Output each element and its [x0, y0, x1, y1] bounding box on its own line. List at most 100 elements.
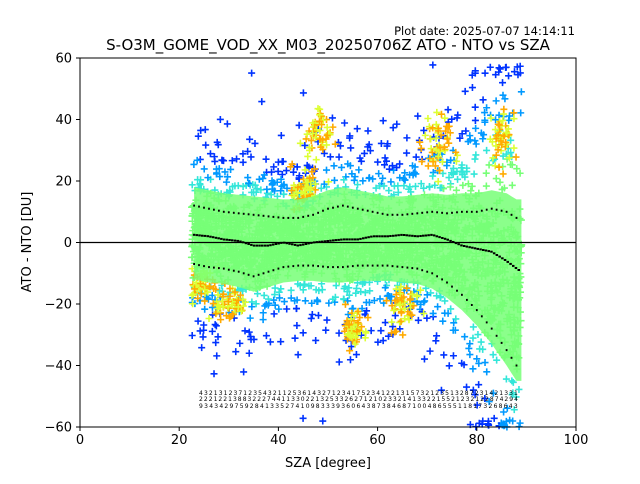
- upper-percentile-line-marker: [431, 210, 434, 213]
- data-point: [452, 186, 460, 194]
- data-point: [495, 121, 503, 129]
- lower-percentile-line-marker: [421, 269, 424, 272]
- data-point: [495, 68, 503, 76]
- data-point: [393, 164, 401, 172]
- data-point: [499, 170, 507, 178]
- data-point: [503, 128, 511, 136]
- data-point: [463, 164, 471, 172]
- data-point: [218, 156, 226, 164]
- data-point: [354, 181, 362, 189]
- data-point: [495, 111, 503, 119]
- data-point: [365, 141, 373, 149]
- data-point: [304, 152, 312, 160]
- data-point: [306, 174, 314, 182]
- lower-percentile-line-marker: [342, 266, 344, 269]
- data-point: [359, 280, 367, 288]
- upper-percentile-line-marker: [505, 210, 508, 213]
- bin-count-digit: 3: [440, 390, 444, 397]
- median-line-marker: [192, 233, 196, 236]
- data-point: [193, 156, 201, 164]
- bin-count-digit: 2: [386, 390, 390, 397]
- upper-percentile-line-marker: [307, 214, 310, 217]
- lower-percentile-line-marker: [446, 281, 448, 284]
- data-point: [417, 144, 425, 152]
- data-point: [245, 179, 253, 187]
- bin-count-digit: 1: [499, 390, 503, 397]
- data-point: [516, 169, 524, 177]
- lower-percentile-line-marker: [456, 289, 458, 292]
- median-line-marker: [416, 235, 419, 238]
- data-point: [385, 187, 393, 195]
- upper-percentile-line-marker: [322, 209, 324, 212]
- data-point: [360, 149, 368, 157]
- data-point: [348, 170, 356, 178]
- median-line-marker: [367, 236, 370, 239]
- bin-count-digit: 2: [391, 390, 395, 397]
- data-point: [264, 301, 272, 309]
- bin-count-digit: 4: [260, 403, 264, 410]
- data-point: [452, 157, 460, 165]
- plot-date-label: Plot date: 2025-07-07 14:14:11: [394, 24, 575, 38]
- data-point: [483, 104, 491, 112]
- bin-count-digit: 8: [238, 396, 242, 403]
- data-point: [352, 351, 360, 359]
- bin-count-digit: 4: [219, 403, 223, 410]
- data-point: [456, 134, 464, 142]
- data-point: [389, 124, 397, 132]
- data-point: [194, 132, 202, 140]
- bin-count-digit: 4: [209, 403, 213, 410]
- data-point: [307, 178, 315, 186]
- bin-count-digit: 2: [224, 403, 228, 410]
- data-point: [346, 347, 354, 355]
- data-point: [245, 349, 253, 357]
- lower-percentile-line-marker: [461, 293, 463, 296]
- data-point: [416, 286, 424, 294]
- lower-percentile-line-marker: [317, 265, 319, 268]
- data-point: [472, 151, 480, 159]
- data-point: [302, 135, 310, 143]
- bin-count-digit: 3: [340, 396, 344, 403]
- data-point: [240, 368, 248, 376]
- data-point: [408, 290, 416, 298]
- bin-count-digit: 2: [451, 396, 455, 403]
- data-point: [323, 123, 331, 131]
- data-point: [262, 155, 270, 163]
- data-point: [377, 327, 385, 335]
- bin-count-digit: 2: [345, 396, 349, 403]
- data-point: [213, 352, 221, 360]
- data-point: [273, 192, 281, 200]
- bin-count-digit: 0: [417, 403, 421, 410]
- data-point: [390, 306, 398, 314]
- bin-count-digit: 3: [341, 403, 345, 410]
- bin-count-digit: 7: [495, 396, 499, 403]
- upper-percentile-line-marker: [337, 205, 339, 208]
- median-line-marker: [244, 242, 248, 245]
- data-point: [396, 160, 404, 168]
- data-point: [323, 141, 331, 149]
- bin-count-digit: 3: [504, 390, 508, 397]
- bin-count-digit: 5: [453, 403, 457, 410]
- data-point: [391, 312, 399, 320]
- data-point: [494, 146, 502, 154]
- data-point: [191, 285, 199, 293]
- median-line-marker: [222, 238, 226, 241]
- bin-count-digit: 0: [423, 403, 427, 410]
- median-line-marker: [430, 233, 433, 236]
- upper-percentile-line-marker: [203, 206, 205, 209]
- data-point: [406, 183, 414, 191]
- data-point: [270, 310, 278, 318]
- data-point: [226, 285, 234, 293]
- upper-percentile-line-marker: [267, 215, 270, 218]
- data-point: [396, 318, 404, 326]
- data-point: [516, 419, 524, 427]
- data-point: [510, 406, 518, 414]
- data-point: [399, 331, 407, 339]
- median-line-marker: [462, 245, 466, 247]
- bin-count-digit: 2: [288, 390, 292, 397]
- median-line-marker: [209, 235, 212, 238]
- data-point: [499, 152, 507, 160]
- data-point: [437, 386, 445, 394]
- data-point: [469, 386, 477, 394]
- data-point: [447, 169, 455, 177]
